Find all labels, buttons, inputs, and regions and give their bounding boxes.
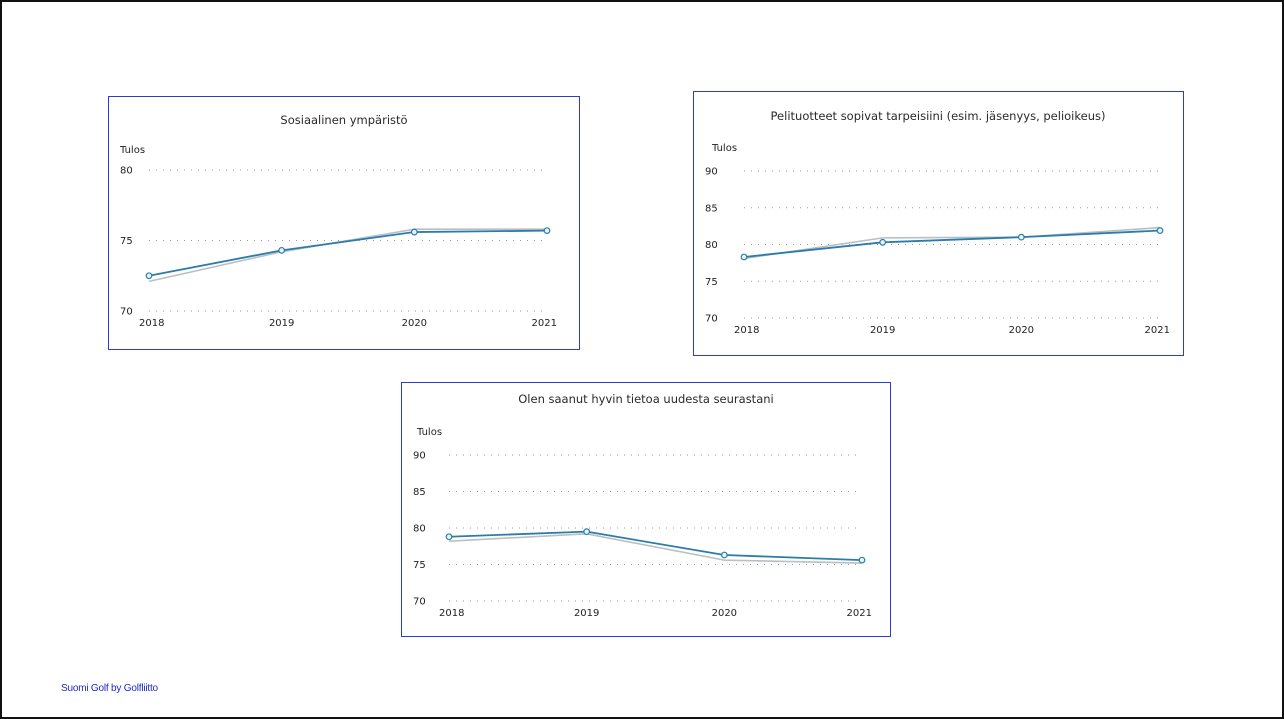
y-tick-label: 70	[413, 597, 426, 608]
data-point	[445, 533, 453, 541]
footer-text: Suomi Golf by Golfliitto	[61, 683, 158, 694]
series-line-secondary	[148, 228, 547, 283]
data-point	[543, 227, 551, 235]
series-line-secondary	[448, 533, 863, 564]
chart-card-pelituotteet: Pelituotteet sopivat tarpeisiini (esim. …	[693, 91, 1184, 356]
y-tick-label: 80	[413, 524, 426, 535]
y-tick-label: 90	[705, 167, 718, 178]
chart-card-olen-saanut-tietoa: Olen saanut hyvin tietoa uudesta seurast…	[401, 382, 891, 637]
y-tick-label: 85	[413, 487, 426, 498]
y-tick-label: 70	[705, 314, 718, 325]
y-axis-label: Tulos	[711, 143, 737, 154]
y-tick-label: 75	[413, 560, 426, 571]
x-tick-label: 2021	[1145, 325, 1170, 336]
y-tick-label: 80	[705, 240, 718, 251]
x-tick-label: 2020	[712, 608, 737, 619]
series-line-primary	[743, 229, 1161, 258]
y-axis-label: Tulos	[119, 145, 145, 156]
x-tick-label: 2018	[139, 318, 164, 329]
x-tick-label: 2020	[1009, 325, 1034, 336]
x-tick-label: 2018	[734, 325, 759, 336]
x-tick-label: 2019	[870, 325, 895, 336]
data-point	[720, 551, 728, 559]
y-tick-label: 75	[705, 277, 718, 288]
chart-title: Olen saanut hyvin tietoa uudesta seurast…	[518, 392, 773, 406]
chart-title: Sosiaalinen ympäristö	[280, 113, 407, 127]
data-point	[583, 528, 591, 536]
data-point	[1017, 233, 1025, 241]
chart-card-sosiaalinen-ymparisto: Sosiaalinen ympäristö Tulos 70 75 80 2018 2…	[108, 96, 580, 350]
x-tick-label: 2018	[439, 608, 464, 619]
y-tick-label: 80	[120, 166, 133, 177]
data-point	[879, 238, 887, 246]
chart-title: Pelituotteet sopivat tarpeisiini (esim. …	[771, 109, 1106, 123]
data-point	[410, 228, 418, 236]
y-tick-label: 75	[120, 236, 133, 247]
x-tick-label: 2020	[402, 318, 427, 329]
data-point	[1156, 227, 1164, 234]
series-line-primary	[148, 229, 548, 277]
x-tick-label: 2019	[269, 318, 294, 329]
y-tick-label: 70	[120, 307, 133, 318]
data-point	[740, 253, 748, 261]
x-tick-label: 2019	[574, 608, 599, 619]
y-axis-label: Tulos	[416, 427, 442, 438]
x-tick-label: 2021	[532, 318, 557, 329]
series-line-primary	[448, 530, 863, 562]
y-tick-label: 90	[413, 451, 426, 462]
x-tick-label: 2021	[847, 608, 872, 619]
data-point	[858, 556, 866, 564]
data-point	[278, 246, 286, 254]
series-line-secondary	[743, 226, 1161, 260]
data-point	[145, 272, 153, 280]
y-tick-label: 85	[705, 203, 718, 214]
